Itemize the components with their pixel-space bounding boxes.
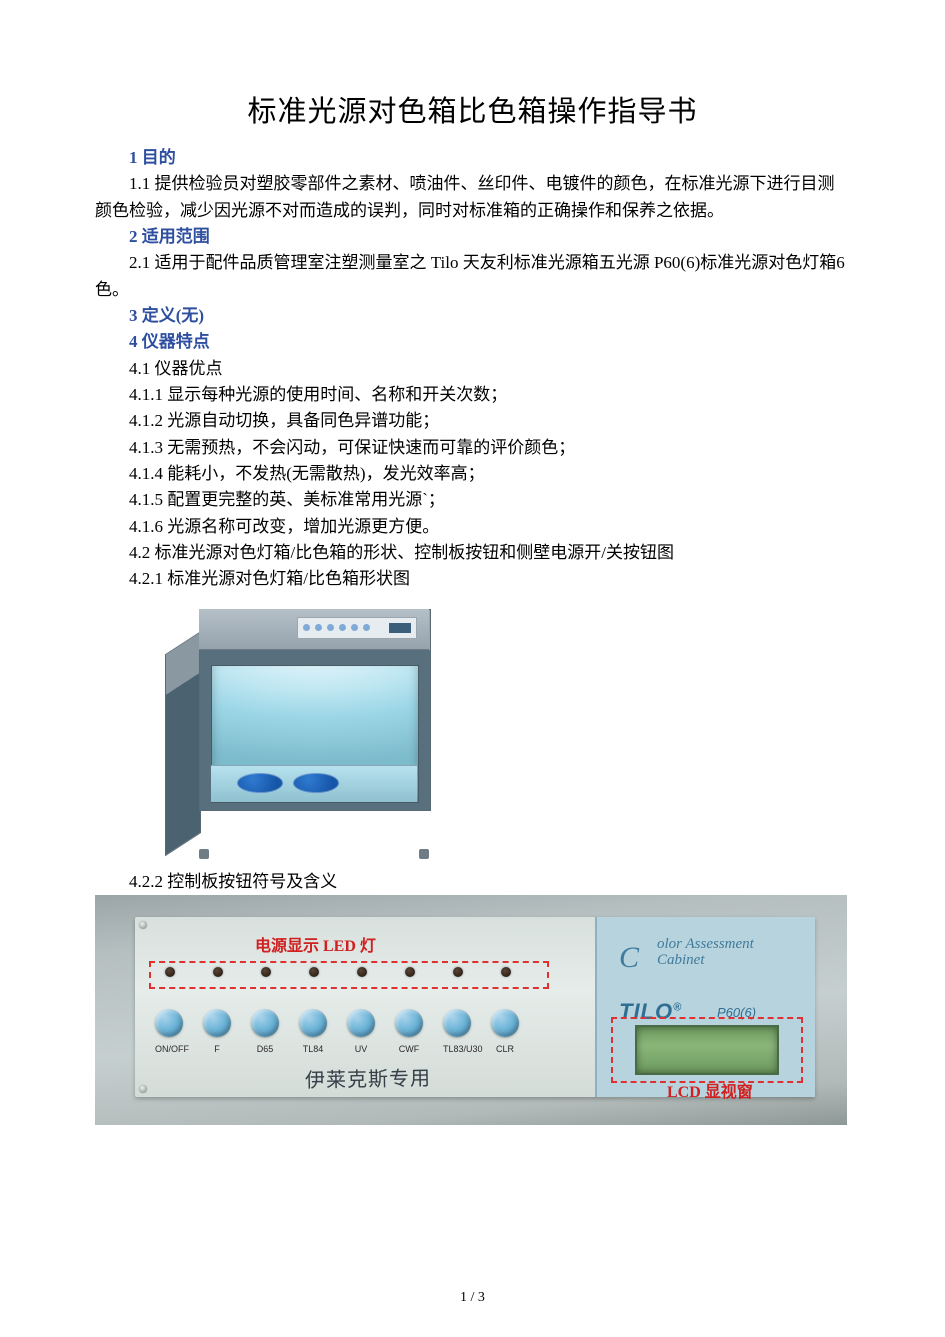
brand-text: olor Assessment Cabinet	[657, 937, 754, 969]
registered-icon: ®	[673, 1002, 682, 1014]
section-2-para: 2.1 适用于配件品质管理室注塑测量室之 Tilo 天友利标准光源箱五光源 P6…	[95, 250, 850, 303]
panel-left-area: 电源显示 LED 灯	[135, 917, 595, 1097]
led-indicator-icon	[357, 967, 367, 977]
cabinet-top-strip	[199, 609, 429, 650]
button-label: TL84	[299, 1043, 327, 1057]
item-4-1-5: 4.1.5 配置更完整的英、美标准常用光源`；	[95, 487, 850, 513]
mini-button-icon	[303, 624, 310, 631]
figure-2-control-panel: 电源显示 LED 灯	[95, 895, 847, 1125]
panel-plate: 电源显示 LED 灯	[135, 917, 815, 1097]
section-1-para: 1.1 提供检验员对塑胶零部件之素材、喷油件、丝印件、电镀件的颜色，在标准光源下…	[95, 171, 850, 224]
mini-button-icon	[363, 624, 370, 631]
handwriting-note: 伊莱克斯专用	[305, 1064, 432, 1097]
section-3-head: 3 定义(无)	[95, 303, 850, 329]
section-2-head: 2 适用范围	[95, 224, 850, 250]
brand-tilo-text: TILO	[619, 999, 673, 1024]
figure-1-container	[95, 599, 850, 869]
cabinet-control-panel	[297, 617, 417, 639]
panel-button-uv	[347, 1009, 375, 1037]
sample-disc-icon	[237, 773, 283, 793]
panel-button-cwf	[395, 1009, 423, 1037]
lcd-annotation-label: LCD 显视窗	[667, 1081, 753, 1106]
mini-button-icon	[327, 624, 334, 631]
brand-tilo: TILO®	[619, 995, 682, 1029]
button-label: CWF	[395, 1043, 423, 1057]
item-4-2-1: 4.2.1 标准光源对色灯箱/比色箱形状图	[95, 566, 850, 592]
item-4-2: 4.2 标准光源对色灯箱/比色箱的形状、控制板按钮和侧壁电源开/关按钮图	[95, 540, 850, 566]
button-row	[155, 1009, 555, 1037]
led-indicator-icon	[453, 967, 463, 977]
panel-button-tl83	[443, 1009, 471, 1037]
item-4-2-2: 4.2.2 控制板按钮符号及含义	[95, 869, 850, 895]
item-4-1-2: 4.1.2 光源自动切换，具备同色异谱功能；	[95, 408, 850, 434]
button-label-row: ON/OFF F D65 TL84 UV CWF TL83/U30 CLR	[155, 1043, 555, 1057]
led-indicator-icon	[501, 967, 511, 977]
mini-button-icon	[315, 624, 322, 631]
figure-1-light-booth	[155, 599, 455, 869]
cabinet-foot	[419, 849, 429, 859]
section-4-head: 4 仪器特点	[95, 329, 850, 355]
mini-button-icon	[339, 624, 346, 631]
led-indicator-icon	[165, 967, 175, 977]
item-4-1-6: 4.1.6 光源名称可改变，增加光源更方便。	[95, 514, 850, 540]
item-4-1-3: 4.1.3 无需预热，不会闪动，可保证快速而可靠的评价颜色；	[95, 435, 850, 461]
button-label: CLR	[491, 1043, 519, 1057]
panel-button-clr	[491, 1009, 519, 1037]
led-indicator-icon	[213, 967, 223, 977]
mini-button-icon	[351, 624, 358, 631]
item-4-1-1: 4.1.1 显示每种光源的使用时间、名称和开关次数；	[95, 382, 850, 408]
panel-button-d65	[251, 1009, 279, 1037]
brand-line-2: Cabinet	[657, 952, 705, 968]
brand-line-1: olor Assessment	[657, 936, 754, 952]
panel-button-onoff	[155, 1009, 183, 1037]
panel-right-area: C olor Assessment Cabinet TILO® P60(6) L…	[595, 917, 815, 1097]
lcd-display	[635, 1025, 779, 1075]
button-label: ON/OFF	[155, 1043, 183, 1057]
cabinet-left-side	[165, 631, 201, 856]
led-row	[155, 967, 545, 987]
cabinet-illustration	[165, 609, 445, 859]
button-label: F	[203, 1043, 231, 1057]
button-label: UV	[347, 1043, 375, 1057]
panel-button-tl84	[299, 1009, 327, 1037]
brand-model: P60(6)	[717, 1003, 756, 1023]
item-4-1-4: 4.1.4 能耗小，不发热(无需散热)，发光效率高；	[95, 461, 850, 487]
cabinet-foot	[199, 849, 209, 859]
panel-button-f	[203, 1009, 231, 1037]
button-label: D65	[251, 1043, 279, 1057]
led-annotation-label: 电源显示 LED 灯	[255, 935, 376, 960]
led-indicator-icon	[309, 967, 319, 977]
mini-lcd-icon	[389, 623, 411, 633]
item-4-1: 4.1 仪器优点	[95, 356, 850, 382]
panel-photo-bg: 电源显示 LED 灯	[95, 895, 847, 1125]
led-indicator-icon	[405, 967, 415, 977]
document-page: 标准光源对色箱比色箱操作指导书 1 目的 1.1 提供检验员对塑胶零部件之素材、…	[0, 0, 945, 1337]
section-1-head: 1 目的	[95, 145, 850, 171]
doc-title: 标准光源对色箱比色箱操作指导书	[95, 90, 850, 135]
sample-disc-icon	[293, 773, 339, 793]
page-footer: 1 / 3	[0, 1287, 945, 1309]
led-indicator-icon	[261, 967, 271, 977]
brand-logo-letter: C	[619, 935, 639, 982]
button-label: TL83/U30	[443, 1043, 471, 1057]
